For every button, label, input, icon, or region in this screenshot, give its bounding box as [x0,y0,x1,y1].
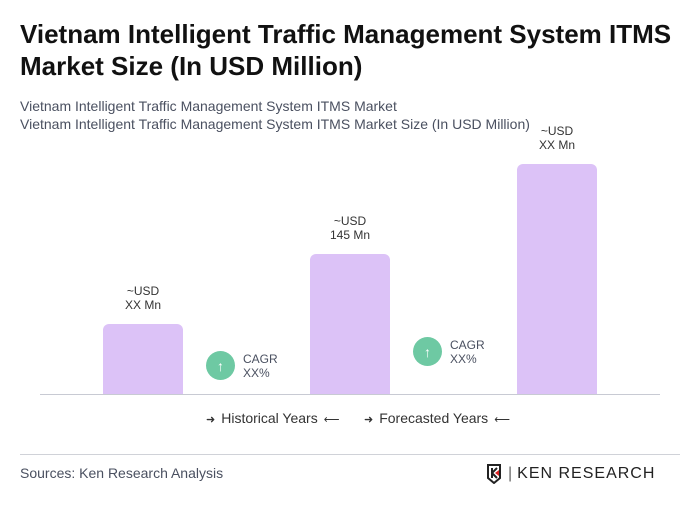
data-label-line: ~USD [333,214,367,228]
logo-icon [487,464,501,484]
data-label-line: 145 Mn [329,228,371,242]
cagr-value: XX% [450,351,477,366]
logo-text: KEN RESEARCH [517,465,656,482]
data-label-line: XX Mn [538,138,575,153]
subtitle: Vietnam Intelligent Traffic Management S… [20,98,397,114]
bar [517,164,597,394]
arrow-left-icon: ⟵ [494,414,510,426]
sources-text: Sources: Ken Research Analysis [20,465,224,481]
cagr-label: CAGR [450,337,485,352]
data-label-line: XX Mn [124,298,161,313]
data-label-line: ~USD [540,124,574,139]
divider [20,454,680,455]
arrow-right-icon: ➜ [206,414,216,426]
x-axis [40,394,660,395]
legend-label: Historical Years [221,410,318,426]
chart-subtitle: Vietnam Intelligent Traffic Management S… [20,116,530,132]
arrow-left-icon: ⟵ [323,414,340,426]
data-label: ~USD XX Mn [507,124,607,152]
bar [310,254,390,394]
legend-label: Forecasted Years [379,410,489,426]
arrow-right-icon: ➜ [364,414,374,426]
legend-historical: ➜ Historical Years ⟵ [200,410,346,426]
data-label: ~USD 145 Mn [300,214,400,242]
bar [103,324,183,394]
ken-research-logo: | KEN RESEARCH [486,464,655,484]
data-label: ~USD XX Mn [93,284,193,312]
arrow-up-icon: ↑ [413,337,442,366]
legend-forecasted: ➜ Forecasted Years ⟵ [358,410,516,426]
data-label-line: ~USD [126,284,160,299]
arrow-up-icon: ↑ [206,351,235,380]
page-title: Vietnam Intelligent Traffic Management S… [20,19,672,81]
cagr-label: CAGR [243,351,278,366]
cagr-badge-1: ↑ CAGR XX% [206,351,278,380]
cagr-badge-2: ↑ CAGR XX% [413,337,485,366]
cagr-value: XX% [243,365,270,380]
